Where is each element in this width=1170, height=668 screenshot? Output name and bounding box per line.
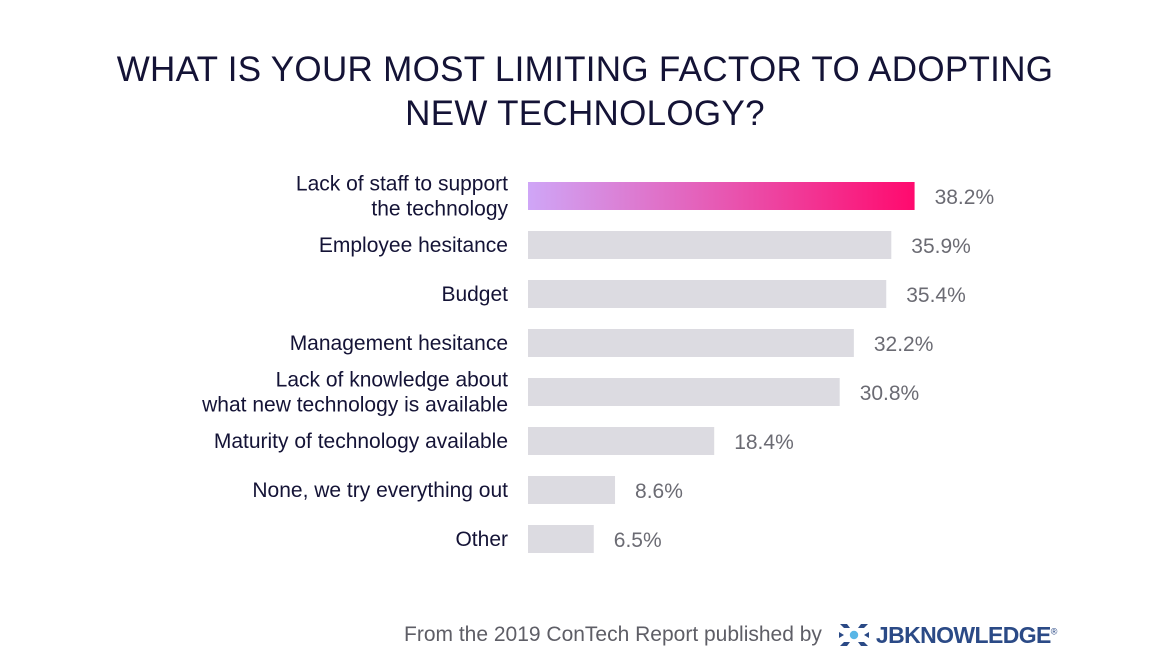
bar-2 [528, 280, 887, 308]
bar-7 [528, 525, 594, 553]
chart-title: WHAT IS YOUR MOST LIMITING FACTOR TO ADO… [0, 48, 1170, 136]
category-label-5: Maturity of technology available [214, 430, 508, 453]
bar-3 [528, 329, 854, 357]
jb-knowledge-logo-icon [838, 624, 869, 646]
bar-5 [528, 427, 715, 455]
bar-1 [528, 231, 892, 259]
category-label-7: Other [455, 528, 508, 551]
category-label-2: Budget [441, 283, 508, 306]
registered-mark: ® [1050, 625, 1058, 636]
category-label-0-line-2: the technology [371, 198, 508, 221]
category-label-6: None, we try everything out [252, 479, 508, 502]
category-label-4-line-2: what new technology is available [201, 394, 508, 417]
jbknowledge-logo: JBKNOWLEDGE® [838, 619, 1057, 651]
footer: From the 2019 ConTech Report published b… [404, 617, 1154, 653]
value-label-0: 38.2% [935, 186, 995, 209]
value-label-2: 35.4% [906, 284, 966, 307]
value-label-4: 30.8% [860, 382, 920, 405]
category-label-3: Management hesitance [290, 332, 508, 355]
logo-text: JBKNOWLEDGE [875, 621, 1051, 648]
footer-credit: From the 2019 ConTech Report published b… [404, 623, 822, 646]
value-label-5: 18.4% [734, 431, 794, 454]
chart-title-line-2: NEW TECHNOLOGY? [405, 94, 765, 133]
chart-title-line-1: WHAT IS YOUR MOST LIMITING FACTOR TO ADO… [116, 50, 1054, 89]
value-label-1: 35.9% [911, 235, 971, 258]
category-label-4-line-1: Lack of knowledge about [276, 369, 508, 392]
bar-0 [528, 182, 915, 210]
bar-6 [528, 476, 616, 504]
bar-4 [528, 378, 840, 406]
value-label-7: 6.5% [614, 529, 662, 552]
value-label-3: 32.2% [874, 333, 934, 356]
logo-wordmark: JBKNOWLEDGE® [875, 621, 1058, 649]
category-label-0-line-1: Lack of staff to support [296, 173, 508, 196]
category-label-1: Employee hesitance [319, 234, 508, 257]
value-label-6: 8.6% [635, 480, 683, 503]
